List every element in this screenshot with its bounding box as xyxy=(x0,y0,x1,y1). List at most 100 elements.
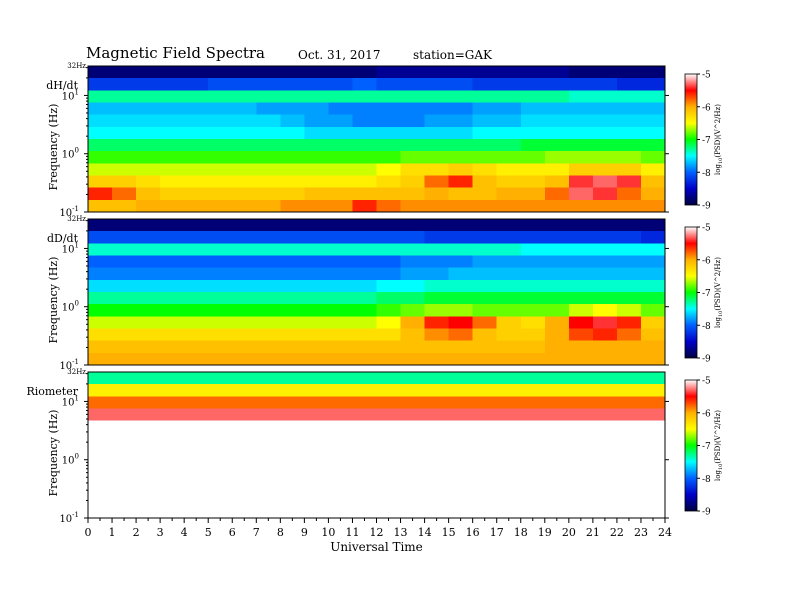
heatmap-cell xyxy=(280,78,305,91)
heatmap-cell xyxy=(400,469,426,483)
heatmap-cell xyxy=(328,151,354,164)
heatmap-cell xyxy=(376,340,402,354)
heatmap-cell xyxy=(520,90,546,104)
heatmap-cell xyxy=(592,102,618,116)
heatmap-cell xyxy=(232,457,257,470)
heatmap-cell xyxy=(616,445,642,458)
heatmap-cell xyxy=(496,445,522,458)
heatmap-cell xyxy=(328,340,354,354)
heatmap-cell xyxy=(496,396,522,410)
heatmap-cell xyxy=(136,481,161,495)
heatmap-cell xyxy=(184,352,209,366)
heatmap-cell xyxy=(136,255,161,269)
y-tick-label: 10-1 xyxy=(59,358,79,372)
heatmap-cell xyxy=(592,114,618,128)
heatmap-cell xyxy=(400,199,426,213)
heatmap-cell xyxy=(568,90,594,104)
heatmap-cell xyxy=(424,396,450,410)
heatmap-cell xyxy=(400,267,426,281)
heatmap-cell xyxy=(448,255,474,269)
colorbar xyxy=(684,379,698,512)
heatmap-cell xyxy=(88,219,113,232)
heatmap-cell xyxy=(256,481,281,495)
heatmap-cell xyxy=(328,243,354,257)
heatmap-cell xyxy=(304,175,330,189)
heatmap-cell xyxy=(472,66,498,79)
y-tick-label: 101 xyxy=(62,88,79,102)
heatmap-cell xyxy=(280,340,305,354)
heatmap-cell xyxy=(592,384,618,397)
heatmap-cell xyxy=(472,432,498,446)
heatmap-cell xyxy=(256,372,281,385)
heatmap-cell xyxy=(520,352,546,366)
x-tick-label: 15 xyxy=(442,526,456,539)
heatmap-cell xyxy=(328,432,354,446)
heatmap-cell xyxy=(544,219,570,232)
heatmap-cell xyxy=(352,340,378,354)
heatmap-cell xyxy=(400,187,426,201)
heatmap-cell xyxy=(208,187,233,201)
heatmap-cell xyxy=(352,219,378,232)
x-tick-label: 0 xyxy=(85,526,92,539)
heatmap-cell xyxy=(112,66,137,79)
heatmap-cell xyxy=(280,102,305,116)
heatmap-cell xyxy=(616,114,642,128)
x-tick-label: 16 xyxy=(466,526,480,539)
heatmap-cell xyxy=(208,340,233,354)
heatmap-cell xyxy=(136,114,161,128)
heatmap-cell xyxy=(544,139,570,152)
heatmap-cell xyxy=(232,219,257,232)
heatmap-cell xyxy=(544,279,570,293)
heatmap-cell xyxy=(568,66,594,79)
heatmap-cell xyxy=(232,384,257,397)
heatmap-cell xyxy=(472,255,498,269)
heatmap-cell xyxy=(544,469,570,483)
heatmap-cell xyxy=(136,139,161,152)
heatmap-cell xyxy=(400,102,426,116)
heatmap-cell xyxy=(472,469,498,483)
heatmap-cell xyxy=(520,231,546,244)
y-tick-label: 100 xyxy=(62,300,79,314)
heatmap-cell xyxy=(496,408,522,422)
heatmap-cell xyxy=(424,163,450,177)
heatmap-cell xyxy=(208,384,233,397)
heatmap-cell xyxy=(616,151,642,164)
heatmap-cell xyxy=(520,163,546,177)
heatmap-cell xyxy=(544,255,570,269)
x-tick-label: 6 xyxy=(229,526,236,539)
heatmap-cell xyxy=(328,304,354,317)
heatmap-cell xyxy=(256,139,281,152)
heatmap-cell xyxy=(280,151,305,164)
heatmap-cell xyxy=(472,408,498,422)
heatmap-cell xyxy=(256,493,281,507)
heatmap-cell xyxy=(112,445,137,458)
heatmap-cell xyxy=(136,420,161,434)
x-tick-label: 8 xyxy=(277,526,284,539)
heatmap-cell xyxy=(424,328,450,342)
x-tick-label: 11 xyxy=(345,526,359,539)
heatmap-cell xyxy=(496,102,522,116)
heatmap-cell xyxy=(640,151,666,164)
heatmap-cell xyxy=(592,372,618,385)
heatmap-cell xyxy=(472,493,498,507)
heatmap-cell xyxy=(568,279,594,293)
heatmap-cell xyxy=(208,163,233,177)
heatmap-cell xyxy=(328,493,354,507)
heatmap-cell xyxy=(640,316,666,330)
heatmap-cell xyxy=(424,90,450,104)
heatmap-cell xyxy=(496,292,522,305)
heatmap-cell xyxy=(88,255,113,269)
heatmap-cell xyxy=(520,66,546,79)
heatmap-cell xyxy=(592,493,618,507)
heatmap-cell xyxy=(328,78,354,91)
heatmap-cell xyxy=(424,372,450,385)
heatmap-cell xyxy=(160,304,185,317)
heatmap-cell xyxy=(352,396,378,410)
heatmap-cell xyxy=(592,151,618,164)
heatmap-cell xyxy=(256,243,281,257)
heatmap-cell xyxy=(232,90,257,104)
heatmap-cell xyxy=(496,493,522,507)
heatmap-cell xyxy=(352,231,378,244)
heatmap-cell xyxy=(304,493,330,507)
heatmap-cell xyxy=(304,304,330,317)
